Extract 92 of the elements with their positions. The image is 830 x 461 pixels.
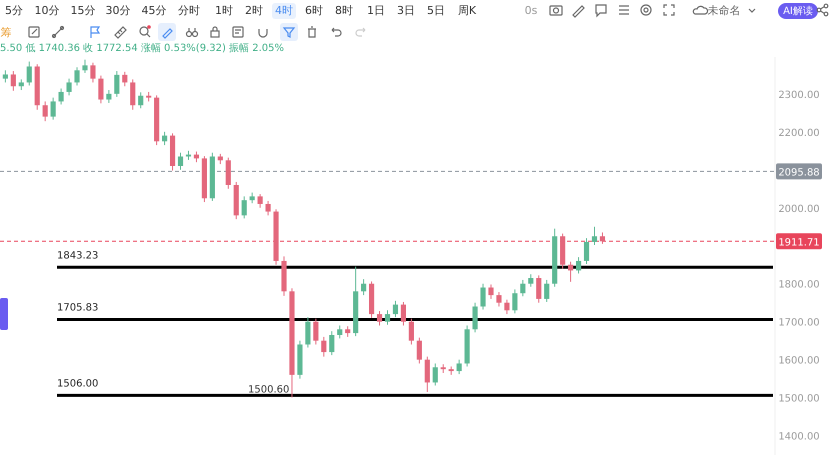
ref-line-label: 1705.83 [57, 302, 98, 314]
candlestick [18, 78, 24, 91]
candlestick [106, 90, 112, 104]
ref-line-label: 2095.88 [778, 167, 820, 178]
text: 45分 [142, 4, 166, 17]
candlestick [600, 232, 606, 244]
candlestick [58, 88, 64, 105]
candlestick [10, 70, 16, 92]
ref-line-label: 1911.71 [778, 237, 820, 248]
candlestick [512, 288, 518, 314]
candlestick [576, 256, 582, 274]
text: 5.50 低 1740.36 收 1772.54 涨幅 0.53%(9.32) 振幅 2.05% [0, 42, 284, 54]
candlestick [82, 59, 88, 74]
ref-line-label: 1506.00 [57, 378, 98, 390]
ref-line-label: 1843.23 [57, 250, 98, 262]
annotation: 1500.60 [248, 384, 290, 396]
text: 5分 [5, 4, 23, 17]
candlestick [50, 97, 56, 120]
text: 周K [458, 4, 477, 17]
candlestick [98, 75, 104, 104]
y-tick-label: 2200.00 [778, 128, 820, 139]
candlestick [472, 302, 478, 333]
text: 6时 [305, 4, 323, 17]
candlestick [258, 194, 263, 208]
candlestick [504, 299, 510, 315]
candlestick [337, 325, 342, 339]
candlestick [42, 100, 48, 122]
text: 4时 [275, 4, 293, 17]
text: 1时 [215, 4, 233, 17]
candlestick [480, 283, 486, 310]
candlestick [2, 70, 8, 83]
text: 5日 [427, 4, 445, 17]
candlestick [186, 150, 192, 160]
candlestick [90, 62, 96, 83]
candlestick [384, 310, 390, 326]
candlestick [520, 279, 526, 297]
candlestick [66, 78, 72, 96]
candlestick [544, 279, 550, 302]
candlestick [392, 300, 398, 318]
candlestick [424, 356, 430, 392]
candlestick [329, 330, 334, 356]
candlestick [345, 326, 350, 338]
candlestick [376, 310, 382, 326]
candlestick [26, 61, 32, 86]
candlestick [194, 151, 200, 163]
candlestick [568, 261, 574, 282]
candlestick [321, 336, 326, 358]
candlestick [74, 66, 80, 86]
text: 30分 [106, 4, 130, 17]
candlestick [536, 274, 542, 304]
y-tick-label: 2300.00 [778, 90, 820, 101]
candlestick [266, 200, 271, 216]
candlestick [416, 337, 422, 364]
candlestick [456, 359, 462, 375]
y-tick-label: 1500.00 [778, 394, 820, 405]
y-tick-label: 1700.00 [778, 318, 820, 329]
candlestick [178, 152, 184, 170]
candlestick [130, 78, 136, 110]
y-tick-label: 1400.00 [778, 432, 820, 443]
candlestick [488, 284, 494, 300]
candlestick [584, 238, 590, 264]
candlestick [162, 131, 168, 146]
text: 筹 [0, 26, 12, 39]
text: 2时 [245, 4, 263, 17]
text: 10分 [34, 4, 60, 17]
candlestick [400, 301, 406, 326]
candlestick [242, 196, 247, 219]
candlestick [592, 226, 598, 246]
candlestick [496, 292, 502, 308]
y-tick-label: 2000.00 [778, 204, 820, 215]
text: 8时 [335, 4, 353, 17]
y-tick-label: 1800.00 [778, 280, 820, 291]
candlestick [528, 274, 534, 288]
y-tick-label: 1600.00 [778, 356, 820, 367]
candlestick [218, 153, 223, 165]
candlestick [305, 316, 310, 348]
text: 分时 [178, 4, 200, 17]
text: 0s [524, 4, 538, 17]
candlestick [114, 70, 120, 98]
candlestick [138, 92, 144, 109]
text: AI解读 [783, 5, 813, 17]
candlestick [122, 71, 128, 87]
candlestick [313, 318, 318, 345]
candlestick [361, 278, 366, 296]
text: 未命名 [708, 4, 740, 17]
text: 3日 [397, 4, 415, 17]
text: 1日 [367, 4, 385, 17]
candlestick [432, 362, 438, 386]
candlestick [146, 91, 152, 102]
text: 15分 [70, 4, 96, 17]
candlestick [250, 192, 255, 204]
candlestick [408, 318, 414, 345]
